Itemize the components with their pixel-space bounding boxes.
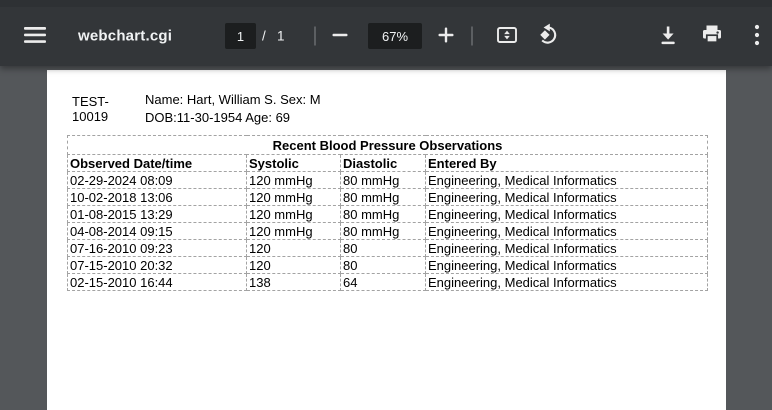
table-cell: 80 mmHg [340,188,426,206]
table-row: 01-08-2015 13:29 120 mmHg 80 mmHg Engineeri… [67,205,708,223]
table-cell: Engineering, Medical Informatics [425,205,708,223]
table-cell: 80 [340,256,426,274]
page-number-input[interactable] [225,23,256,49]
table-cell: 01-08-2015 13:29 [67,205,247,223]
table-cell: Engineering, Medical Informatics [425,188,708,206]
table-cell: 138 [246,273,341,291]
fit-to-page-icon [494,22,520,51]
table-cell: 07-16-2010 09:23 [67,239,247,257]
minus-icon [332,27,348,46]
vertical-ellipsis-icon [754,24,760,49]
table-cell: 120 mmHg [246,205,341,223]
table-cell: 80 mmHg [340,222,426,240]
document-title: webchart.cgi [78,27,173,45]
fit-to-page-button[interactable] [491,20,523,52]
bp-table: Recent Blood Pressure Observations Obser… [67,135,708,291]
table-cell: Engineering, Medical Informatics [425,171,708,189]
table-row: 04-08-2014 09:15 120 mmHg 80 mmHg Engineeri… [67,222,708,240]
bp-table-title-row: Recent Blood Pressure Observations [67,135,708,155]
table-row: 10-02-2018 13:06 120 mmHg 80 mmHg Engineeri… [67,188,708,206]
patient-info-line1: Name: Hart, William S. Sex: M [145,92,321,107]
column-header: Systolic [246,154,341,172]
rotate-button[interactable] [533,20,565,52]
toolbar-divider [471,26,473,46]
page-separator: / [262,28,266,44]
table-cell: 10-02-2018 13:06 [67,188,247,206]
table-row: 07-16-2010 09:23 120 80 Engineering, Medica… [67,239,708,257]
patient-info-line2: DOB:11-30-1954 Age: 69 [145,110,291,125]
download-icon [656,23,680,50]
zoom-level-display[interactable]: 67% [368,23,422,49]
pdf-viewer-area[interactable]: TEST-10019 Name: Hart, William S. Sex: M… [0,66,772,410]
table-cell: 04-08-2014 09:15 [67,222,247,240]
table-cell: Engineering, Medical Informatics [425,239,708,257]
table-cell: 07-15-2010 20:32 [67,256,247,274]
print-button[interactable] [696,20,728,52]
table-cell: 120 [246,256,341,274]
table-cell: 02-29-2024 08:09 [67,171,247,189]
column-header: Entered By [425,154,708,172]
table-row: 02-15-2010 16:44 138 64 Engineering, Medica… [67,273,708,291]
table-cell: 80 [340,239,426,257]
download-button[interactable] [652,20,684,52]
table-cell: 120 mmHg [246,188,341,206]
table-cell: 120 mmHg [246,171,341,189]
document-page: TEST-10019 Name: Hart, William S. Sex: M… [47,70,726,410]
zoom-in-button[interactable] [430,20,462,52]
table-cell: 80 mmHg [340,171,426,189]
zoom-out-button[interactable] [324,20,356,52]
rotate-counterclockwise-icon [536,22,562,51]
patient-info: Name: Hart, William S. Sex: M DOB:11-30-… [145,91,321,127]
patient-id: TEST-10019 [72,94,109,124]
more-options-button[interactable] [741,20,772,52]
table-cell: 80 mmHg [340,205,426,223]
table-cell: Engineering, Medical Informatics [425,273,708,291]
bp-table-header-row: Observed Date/time Systolic Diastolic Enter… [67,154,708,172]
pdf-toolbar: webchart.cgi / 1 67% [0,0,772,66]
table-cell: 120 [246,239,341,257]
table-row: 02-29-2024 08:09 120 mmHg 80 mmHg Engineeri… [67,171,708,189]
table-cell: 64 [340,273,426,291]
page-total: 1 [277,28,285,44]
plus-icon [438,27,454,46]
bp-table-title: Recent Blood Pressure Observations [67,135,708,155]
menu-button[interactable] [19,20,51,52]
bp-table-body: 02-29-2024 08:09 120 mmHg 80 mmHg Engineeri… [67,171,708,291]
column-header: Observed Date/time [67,154,247,172]
toolbar-divider [314,26,316,46]
hamburger-icon [24,26,46,47]
column-header: Diastolic [340,154,426,172]
table-cell: 02-15-2010 16:44 [67,273,247,291]
toolbar-top-strip [0,0,772,7]
table-row: 07-15-2010 20:32 120 80 Engineering, Medica… [67,256,708,274]
table-cell: Engineering, Medical Informatics [425,256,708,274]
table-cell: Engineering, Medical Informatics [425,222,708,240]
print-icon [699,22,725,51]
table-cell: 120 mmHg [246,222,341,240]
patient-header: TEST-10019 Name: Hart, William S. Sex: M… [72,91,321,127]
